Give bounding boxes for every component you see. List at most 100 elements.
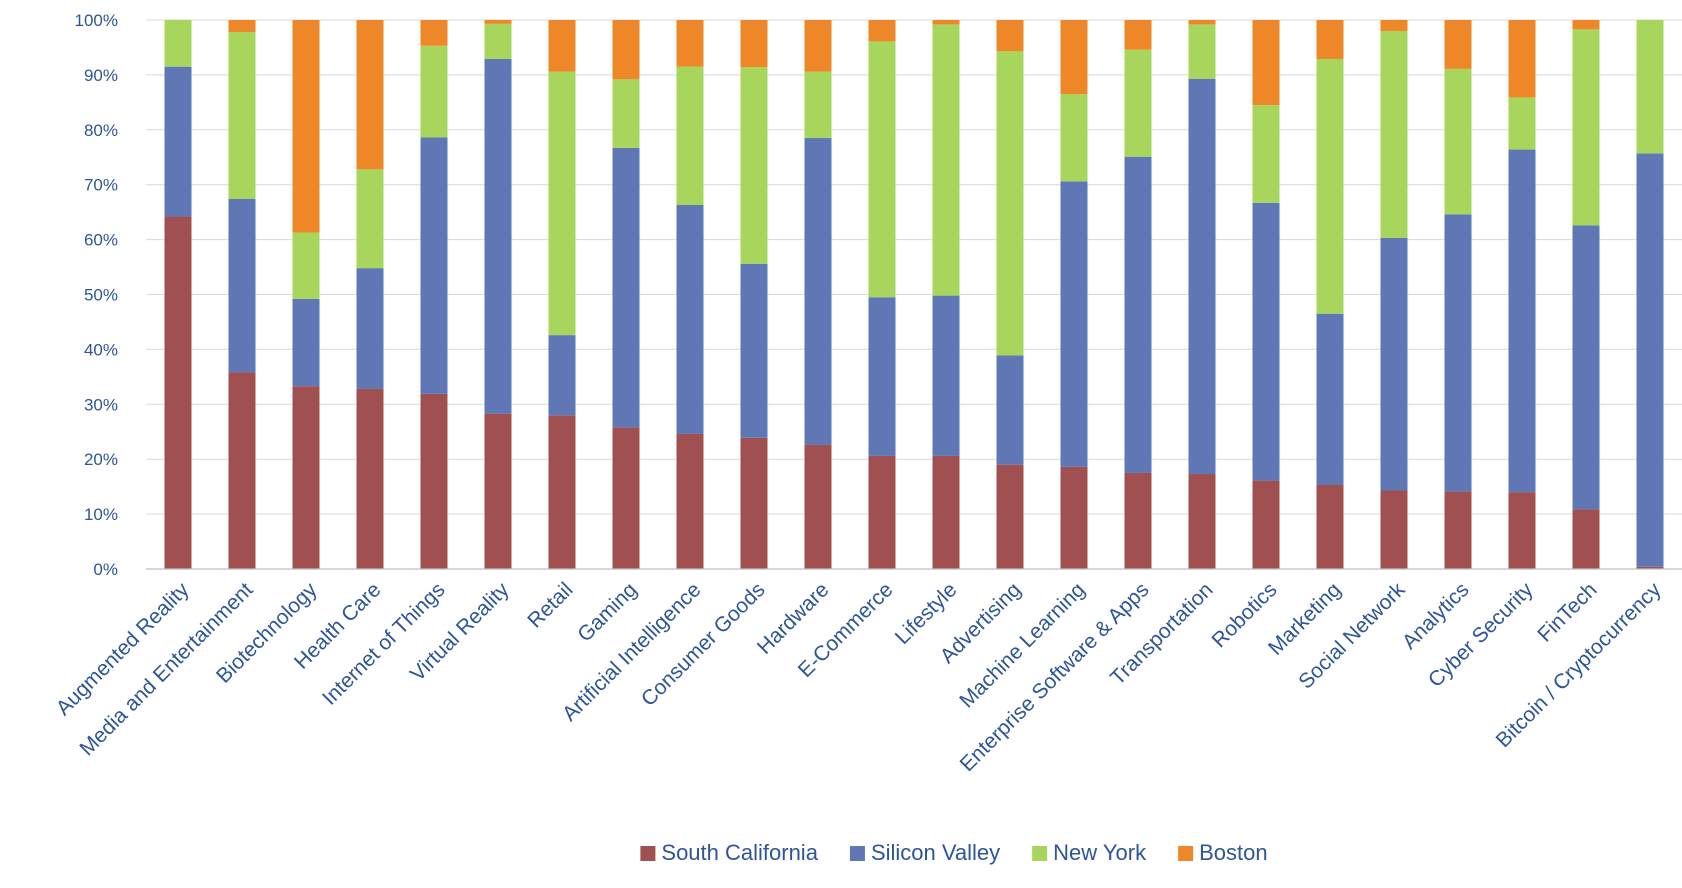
bar-segment-silicon-valley xyxy=(612,147,640,428)
bar-segment-new-york xyxy=(292,232,320,299)
bar-segment-new-york xyxy=(1508,97,1536,150)
bar-segment-silicon-valley xyxy=(676,205,704,434)
bar-segment-south-california xyxy=(804,444,832,569)
bar-segment-new-york xyxy=(420,45,448,138)
legend-swatch xyxy=(849,846,865,861)
legend-swatch xyxy=(640,846,656,861)
bar-segment-silicon-valley xyxy=(1316,313,1344,486)
bar-segment-silicon-valley xyxy=(1124,156,1152,473)
bar-segment-new-york xyxy=(740,67,768,264)
bar-segment-boston xyxy=(484,20,512,24)
legend-label: New York xyxy=(1053,840,1147,865)
bar-segment-south-california xyxy=(1124,472,1152,569)
y-tick-label: 0% xyxy=(93,560,118,579)
bar-segment-south-california xyxy=(1188,474,1216,569)
bar-segment-boston xyxy=(548,20,576,72)
legend-swatch xyxy=(1032,846,1048,861)
legend: South California Silicon Valley New York Bo… xyxy=(640,840,1268,865)
bar-segment-new-york xyxy=(612,79,640,148)
bar-segment-south-california xyxy=(228,372,256,569)
bars xyxy=(164,20,1664,570)
bar-segment-silicon-valley xyxy=(548,335,576,416)
bar-segment-boston xyxy=(1316,20,1344,59)
bar-segment-silicon-valley xyxy=(1508,149,1536,493)
legend-label: Boston xyxy=(1199,840,1268,865)
bar-segment-new-york xyxy=(676,66,704,206)
bar-segment-new-york xyxy=(1124,49,1152,157)
y-axis-ticks: 0% 10% 20% 30% 40% 50% 60% 70% 80% 90% 100% xyxy=(75,11,118,579)
bar-segment-new-york xyxy=(484,23,512,59)
bar-segment-boston xyxy=(1380,20,1408,31)
bar-segment-boston xyxy=(932,20,960,25)
gridlines xyxy=(146,19,1682,515)
bar-segment-boston xyxy=(1060,20,1088,95)
bar-segment-south-california xyxy=(548,415,576,569)
bar-segment-boston xyxy=(676,20,704,67)
bar-segment-new-york xyxy=(228,32,256,199)
y-tick-label: 60% xyxy=(84,231,118,250)
bar-segment-south-california xyxy=(1572,509,1600,569)
bar-segment-south-california xyxy=(292,386,320,569)
bar-segment-new-york xyxy=(1316,58,1344,314)
y-tick-label: 80% xyxy=(84,121,118,140)
bar-segment-south-california xyxy=(740,437,768,569)
x-tick-label: Consumer Goods xyxy=(637,578,770,711)
bar-segment-south-california xyxy=(356,388,384,569)
bar-segment-silicon-valley xyxy=(1380,237,1408,491)
bar-segment-south-california xyxy=(420,393,448,569)
bar-segment-silicon-valley xyxy=(1252,202,1280,481)
bar-segment-silicon-valley xyxy=(1188,78,1216,475)
bar-segment-new-york xyxy=(932,24,960,296)
bar-segment-south-california xyxy=(612,427,640,569)
y-tick-label: 20% xyxy=(84,450,118,469)
bar-segment-silicon-valley xyxy=(484,58,512,414)
bar-segment-boston xyxy=(740,20,768,68)
bar-segment-boston xyxy=(1444,20,1472,69)
bar-segment-south-california xyxy=(1444,491,1472,569)
bar-segment-silicon-valley xyxy=(164,66,192,217)
y-tick-label: 50% xyxy=(84,286,118,305)
bar-segment-boston xyxy=(1124,20,1152,50)
bar-segment-new-york xyxy=(1252,105,1280,203)
bar-segment-south-california xyxy=(484,413,512,569)
bar-segment-south-california xyxy=(164,216,192,570)
bar-segment-south-california xyxy=(932,455,960,569)
bar-segment-boston xyxy=(1188,20,1216,25)
bar-segment-new-york xyxy=(1060,94,1088,182)
bar-segment-silicon-valley xyxy=(228,198,256,373)
bar-segment-new-york xyxy=(868,41,896,298)
legend-swatch xyxy=(1178,846,1194,861)
bar-segment-silicon-valley xyxy=(740,263,768,438)
bar-segment-boston xyxy=(292,20,320,233)
bar-segment-new-york xyxy=(804,71,832,139)
bar-segment-silicon-valley xyxy=(1444,214,1472,492)
bar-segment-new-york xyxy=(356,169,384,269)
bar-segment-boston xyxy=(1508,20,1536,98)
x-tick-label: Internet of Things xyxy=(318,578,450,710)
legend-label: Silicon Valley xyxy=(871,840,1000,865)
bar-segment-silicon-valley xyxy=(356,268,384,389)
bar-segment-boston xyxy=(996,20,1024,52)
bar-segment-new-york xyxy=(1572,29,1600,226)
bar-segment-new-york xyxy=(548,71,576,336)
bar-segment-new-york xyxy=(996,51,1024,356)
bar-segment-south-california xyxy=(1316,485,1344,569)
bar-segment-boston xyxy=(1572,20,1600,30)
y-tick-label: 90% xyxy=(84,66,118,85)
bar-segment-boston xyxy=(612,20,640,80)
bar-segment-silicon-valley xyxy=(1572,225,1600,510)
legend-label: South California xyxy=(661,840,818,865)
x-tick-label: Retail xyxy=(523,578,577,632)
bar-segment-silicon-valley xyxy=(932,295,960,456)
bar-segment-south-california xyxy=(996,464,1024,569)
legend-item: Boston xyxy=(1178,840,1268,865)
bar-segment-south-california xyxy=(676,433,704,569)
bar-segment-new-york xyxy=(1444,68,1472,215)
bar-segment-silicon-valley xyxy=(1636,153,1664,567)
legend-item: South California xyxy=(640,840,819,865)
y-tick-label: 30% xyxy=(84,395,118,414)
y-tick-label: 10% xyxy=(84,505,118,524)
bar-segment-new-york xyxy=(1380,30,1408,238)
bar-segment-south-california xyxy=(1636,566,1664,569)
